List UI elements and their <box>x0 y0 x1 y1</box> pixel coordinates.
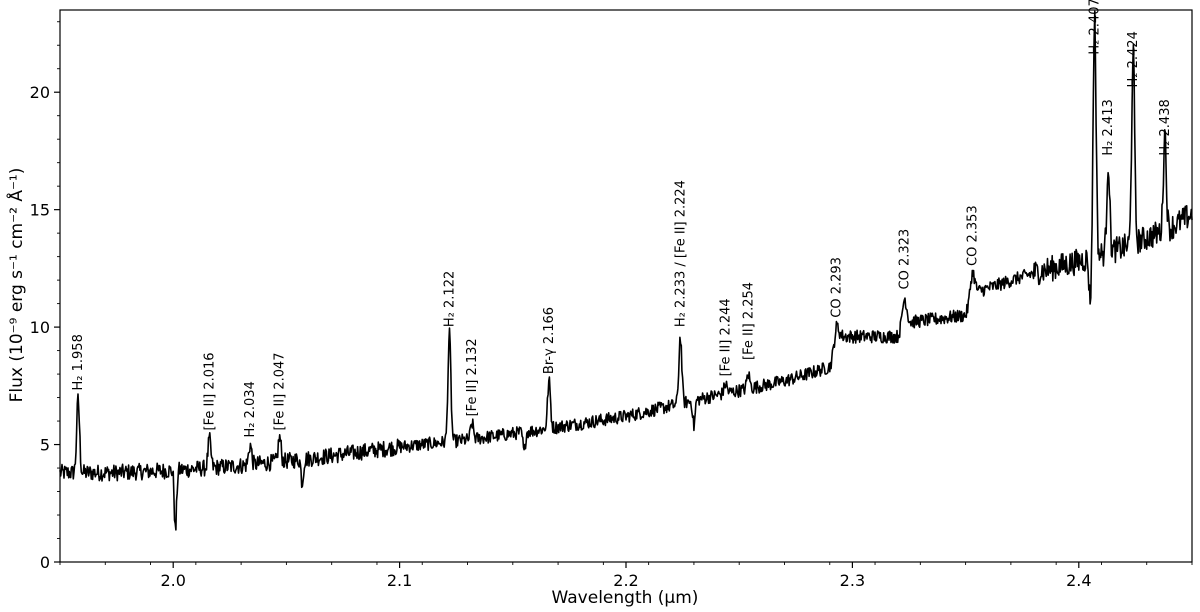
emission-line-label: H₂ 2.424 <box>1126 31 1141 87</box>
y-tick-label: 20 <box>30 83 50 102</box>
emission-line-label: H₂ 2.233 / [Fe II] 2.224 <box>673 180 688 327</box>
emission-line-label: [Fe II] 2.016 <box>202 352 217 430</box>
emission-line-label: H₂ 2.034 <box>243 381 258 437</box>
spectrum-line <box>59 10 1193 531</box>
emission-line-label: CO 2.293 <box>830 257 845 318</box>
emission-line-label: [Fe II] 2.244 <box>719 298 734 376</box>
emission-line-label: [Fe II] 2.047 <box>273 352 288 430</box>
plot-frame <box>59 9 1193 563</box>
x-axis-label: Wavelength (μm) <box>552 588 699 608</box>
emission-line-labels: H₂ 1.958 [Fe II] 2.016 H₂ 2.034 [Fe II] 2.0… <box>71 0 1173 438</box>
emission-line-label: [Fe II] 2.254 <box>741 282 756 360</box>
y-tick-label: 10 <box>30 318 50 337</box>
y-tick-label: 15 <box>30 201 50 220</box>
emission-line-label: H₂ 2.438 <box>1158 99 1173 155</box>
emission-line-label: Br-γ 2.166 <box>542 307 557 374</box>
x-axis: 2.0 2.1 2.2 2.3 2.4 <box>59 562 1193 590</box>
x-tick-label: 2.3 <box>840 571 865 590</box>
emission-line-label: H₂ 2.407 <box>1088 0 1103 55</box>
y-tick-label: 0 <box>40 553 50 572</box>
x-tick-label: 2.0 <box>160 571 185 590</box>
y-axis-label: Flux (10⁻⁹ erg s⁻¹ cm⁻² Å⁻¹) <box>5 168 27 403</box>
x-tick-label: 2.1 <box>387 571 412 590</box>
x-tick-label: 2.4 <box>1066 571 1091 590</box>
emission-line-label: H₂ 1.958 <box>71 334 86 390</box>
emission-line-label: CO 2.353 <box>965 205 980 266</box>
emission-line-label: H₂ 2.122 <box>442 271 457 327</box>
y-tick-label: 5 <box>40 436 50 455</box>
plot-area <box>59 9 1193 563</box>
y-axis: 0 5 10 15 20 <box>30 21 60 572</box>
emission-line-label: CO 2.323 <box>898 229 913 290</box>
emission-line-label: [Fe II] 2.132 <box>465 338 480 416</box>
emission-line-label: H₂ 2.413 <box>1101 99 1116 155</box>
x-tick-label: 2.2 <box>613 571 638 590</box>
